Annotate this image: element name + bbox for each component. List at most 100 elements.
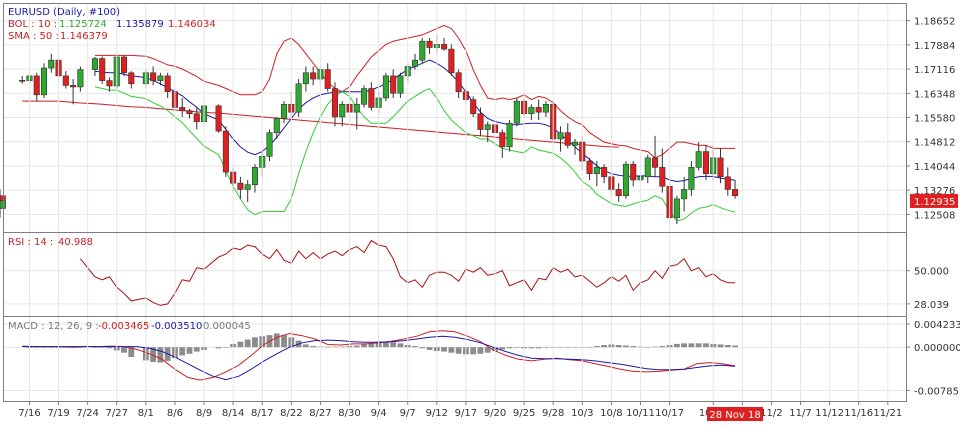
x-tick-label: 9/28 [542,408,564,419]
macd-histogram-bar [273,333,280,348]
bearish-candle [426,40,433,48]
macd-histogram-bar [62,347,69,348]
instrument-title: EURUSD (Daily, #100) [8,7,120,18]
macd-legend: MACD : 12, 26, 9 : -0.003465 -0.003510 0… [8,321,251,332]
macd-histogram-bar [222,347,229,348]
x-tick-label: 11/12 [815,408,844,419]
macd-histogram-bar [361,343,367,348]
macd-histogram-bar [703,343,709,348]
bullish-candle [484,124,491,130]
bearish-candle [659,167,666,187]
bullish-candle [91,58,98,70]
macd-histogram-bar [106,347,113,349]
bullish-candle [542,103,549,113]
bullish-candle [557,132,564,140]
bearish-candle [128,72,135,85]
bullish-candle [353,103,360,113]
chart-frames [3,3,907,402]
x-tick-label: 11/7 [789,408,811,419]
macd-histogram-bar [484,347,491,353]
x-tick-label: 9/12 [426,408,448,419]
bullish-candle [77,69,84,88]
x-tick-label: 8/1 [138,408,154,419]
bullish-candle [681,189,688,200]
bearish-candle [615,189,622,197]
macd-histogram-bar [419,347,426,349]
x-tick-label: 10/3 [571,408,593,419]
bearish-candle [331,88,339,118]
bullish-candle [295,83,302,113]
macd-histogram-bar [150,347,157,363]
bol-lower-value: 1.125724 [59,19,107,30]
bol-upper-value: 1.146034 [168,19,216,30]
macd-histogram-bar [644,347,651,348]
bearish-candle [215,105,222,132]
sma-50-line [22,100,619,148]
bearish-candle [477,113,484,130]
bullish-candle [397,75,404,94]
macd-histogram-bar [77,347,84,348]
x-tick-label: 7/16 [18,408,40,419]
bearish-candle [470,99,477,115]
macd-histogram-bar [601,345,608,348]
x-tick-label: 8/17 [251,408,273,419]
bearish-candle [310,72,317,80]
price-panel: 1.18652 1.17884 1.17116 1.16348 1.15580 1.148… [0,17,958,225]
x-tick-label: 7/27 [106,408,128,419]
bullish-candle [273,118,280,133]
macd-histogram-bar [390,342,397,348]
price-tick-label: 1.12508 [914,210,955,221]
bullish-candle [244,184,251,190]
macd-frame [3,316,907,402]
bearish-candle [455,72,462,92]
x-tick-label: 8/30 [338,408,360,419]
macd-histogram-bar [688,343,695,348]
macd-histogram-bar [157,347,164,363]
macd-tick-label: 0.000000 [914,343,960,354]
bearish-candle [120,56,128,74]
last-date-tag [707,407,764,421]
bollinger-lower-line [94,86,736,222]
macd-histogram-bar [281,335,287,348]
macd-histogram-bar [186,347,193,354]
x-tick-label: 8/9 [196,408,212,419]
bearish-candle [368,88,375,108]
macd-histogram-bar [128,347,135,358]
macd-histogram-bar [92,347,98,348]
x-axis: 7/16 7/19 7/24 7/27 8/1 8/6 8/9 8/14 8/17 8/22 8/2… [18,4,902,421]
macd-histogram-bar [244,339,251,348]
bollinger-upper-line [94,24,736,159]
bullish-candle [528,107,535,115]
rsi-line [80,239,736,306]
last-date-label: 28 Nov 18 [709,410,760,421]
macd-histogram-bar [535,347,542,349]
x-tick-label: 9/17 [455,408,477,419]
bullish-candle [688,167,695,190]
bullish-candle [48,59,55,69]
bearish-candle [630,163,637,181]
x-tick-label: 8/14 [222,408,244,419]
macd-hist-value: 0.000045 [203,321,251,332]
x-tick-label: 9/20 [484,408,506,419]
bullish-candle [382,75,389,99]
price-tick-label: 1.17884 [914,41,955,52]
sma-value: 1.146379 [60,31,108,42]
macd-histogram-bar [302,344,309,348]
price-legend: EURUSD (Daily, #100) BOL : 10 : 1.125724… [8,7,216,42]
macd-histogram-bar [353,345,360,348]
x-tick-label: 8/22 [280,408,302,419]
bullish-candle [411,59,419,67]
macd-histogram-bar [441,347,447,352]
bearish-candle [164,75,171,92]
x-tick-label: 11/2 [760,408,782,419]
macd-histogram-bar [455,347,462,354]
x-tick-label: 7/19 [47,408,69,419]
bearish-candle [448,48,455,74]
macd-histogram-bar [310,346,317,348]
macd-histogram-bar [121,347,127,353]
x-tick-label: 8/6 [167,408,183,419]
macd-histogram-bar [368,342,375,348]
bullish-candle [513,100,520,124]
bullish-candle [266,132,273,157]
